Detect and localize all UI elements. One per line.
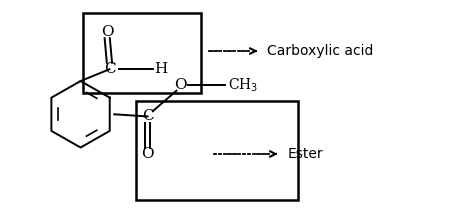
Bar bbox=[83, 13, 201, 93]
Text: O: O bbox=[141, 147, 154, 161]
Text: O: O bbox=[175, 78, 187, 92]
Text: O: O bbox=[101, 25, 113, 39]
Text: Carboxylic acid: Carboxylic acid bbox=[267, 44, 374, 58]
Text: CH$_3$: CH$_3$ bbox=[228, 77, 258, 94]
Text: C: C bbox=[142, 109, 153, 123]
Bar bbox=[136, 101, 298, 200]
Text: Ester: Ester bbox=[287, 147, 323, 161]
Text: C: C bbox=[104, 62, 115, 76]
Text: H: H bbox=[154, 62, 167, 76]
